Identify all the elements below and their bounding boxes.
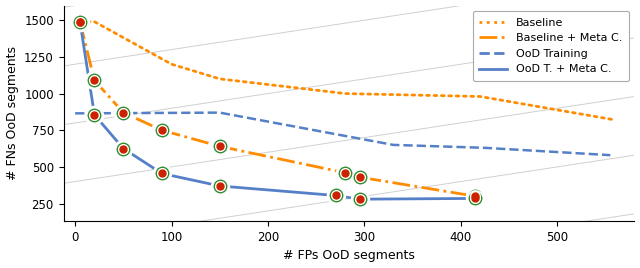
Legend: Baseline, Baseline + Meta C., OoD Training, OoD T. + Meta C.: Baseline, Baseline + Meta C., OoD Traini… — [472, 11, 629, 81]
X-axis label: # FPs OoD segments: # FPs OoD segments — [283, 250, 415, 262]
Y-axis label: # FNs OoD segments: # FNs OoD segments — [6, 46, 19, 180]
